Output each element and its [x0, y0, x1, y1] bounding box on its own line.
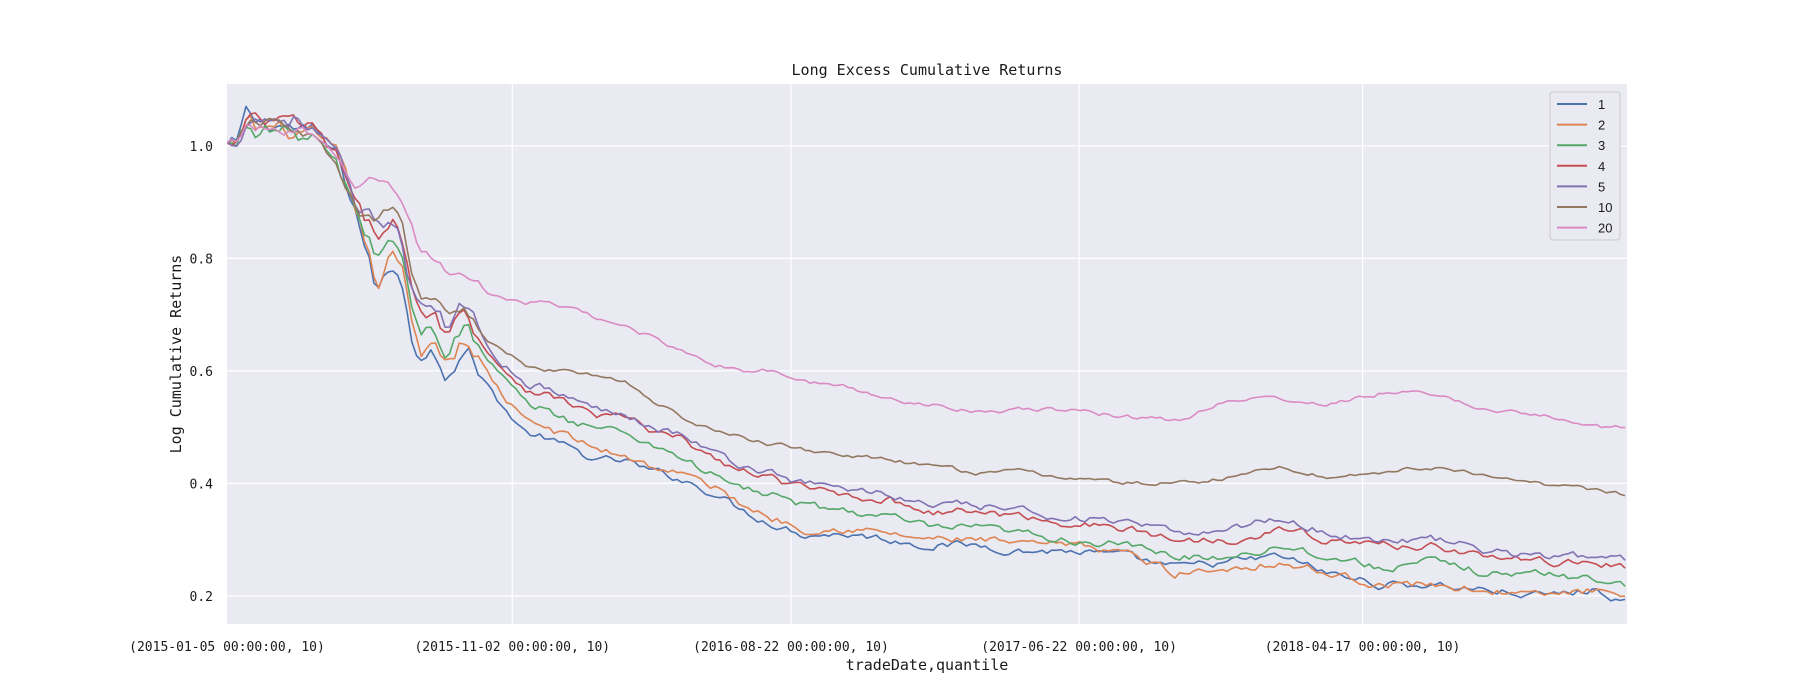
x-tick-label: (2015-01-05 00:00:00, 10) — [129, 640, 325, 655]
plot-area — [227, 84, 1627, 624]
x-tick-label: (2017-06-22 00:00:00, 10) — [981, 640, 1177, 655]
y-tick-label: 0.2 — [190, 590, 213, 605]
series-line-2 — [227, 115, 1626, 598]
gridlines — [227, 84, 1627, 624]
x-tick-label: (2015-11-02 00:00:00, 10) — [414, 640, 610, 655]
chart-title: Long Excess Cumulative Returns — [792, 61, 1063, 79]
series-line-4 — [227, 112, 1626, 569]
series-lines — [227, 105, 1626, 602]
series-line-5 — [227, 116, 1626, 561]
x-tick-label: (2018-04-17 00:00:00, 10) — [1265, 640, 1461, 655]
legend-label-10: 10 — [1598, 200, 1612, 215]
legend-label-1: 1 — [1598, 97, 1605, 112]
x-axis-ticks: (2015-01-05 00:00:00, 10) (2015-11-02 00:… — [129, 640, 1460, 655]
legend-label-20: 20 — [1598, 221, 1612, 236]
legend-label-5: 5 — [1598, 179, 1605, 194]
series-line-20 — [227, 124, 1626, 429]
legend: 1 2 3 4 5 10 20 — [1549, 91, 1621, 241]
legend-label-4: 4 — [1598, 159, 1605, 174]
y-axis-ticks: 0.2 0.4 0.6 0.8 1.0 — [190, 140, 214, 605]
series-line-1 — [227, 105, 1626, 602]
y-axis-label: Log Cumulative Returns — [167, 255, 185, 454]
x-tick-label: (2016-08-22 00:00:00, 10) — [693, 640, 889, 655]
series-line-10 — [227, 117, 1626, 497]
series-line-3 — [227, 124, 1626, 587]
x-axis-label: tradeDate,quantile — [846, 656, 1009, 674]
y-tick-label: 0.4 — [190, 477, 214, 492]
legend-label-2: 2 — [1598, 118, 1605, 133]
legend-label-3: 3 — [1598, 138, 1605, 153]
y-tick-label: 1.0 — [190, 140, 213, 155]
y-tick-label: 0.8 — [190, 252, 213, 267]
y-tick-label: 0.6 — [190, 365, 213, 380]
